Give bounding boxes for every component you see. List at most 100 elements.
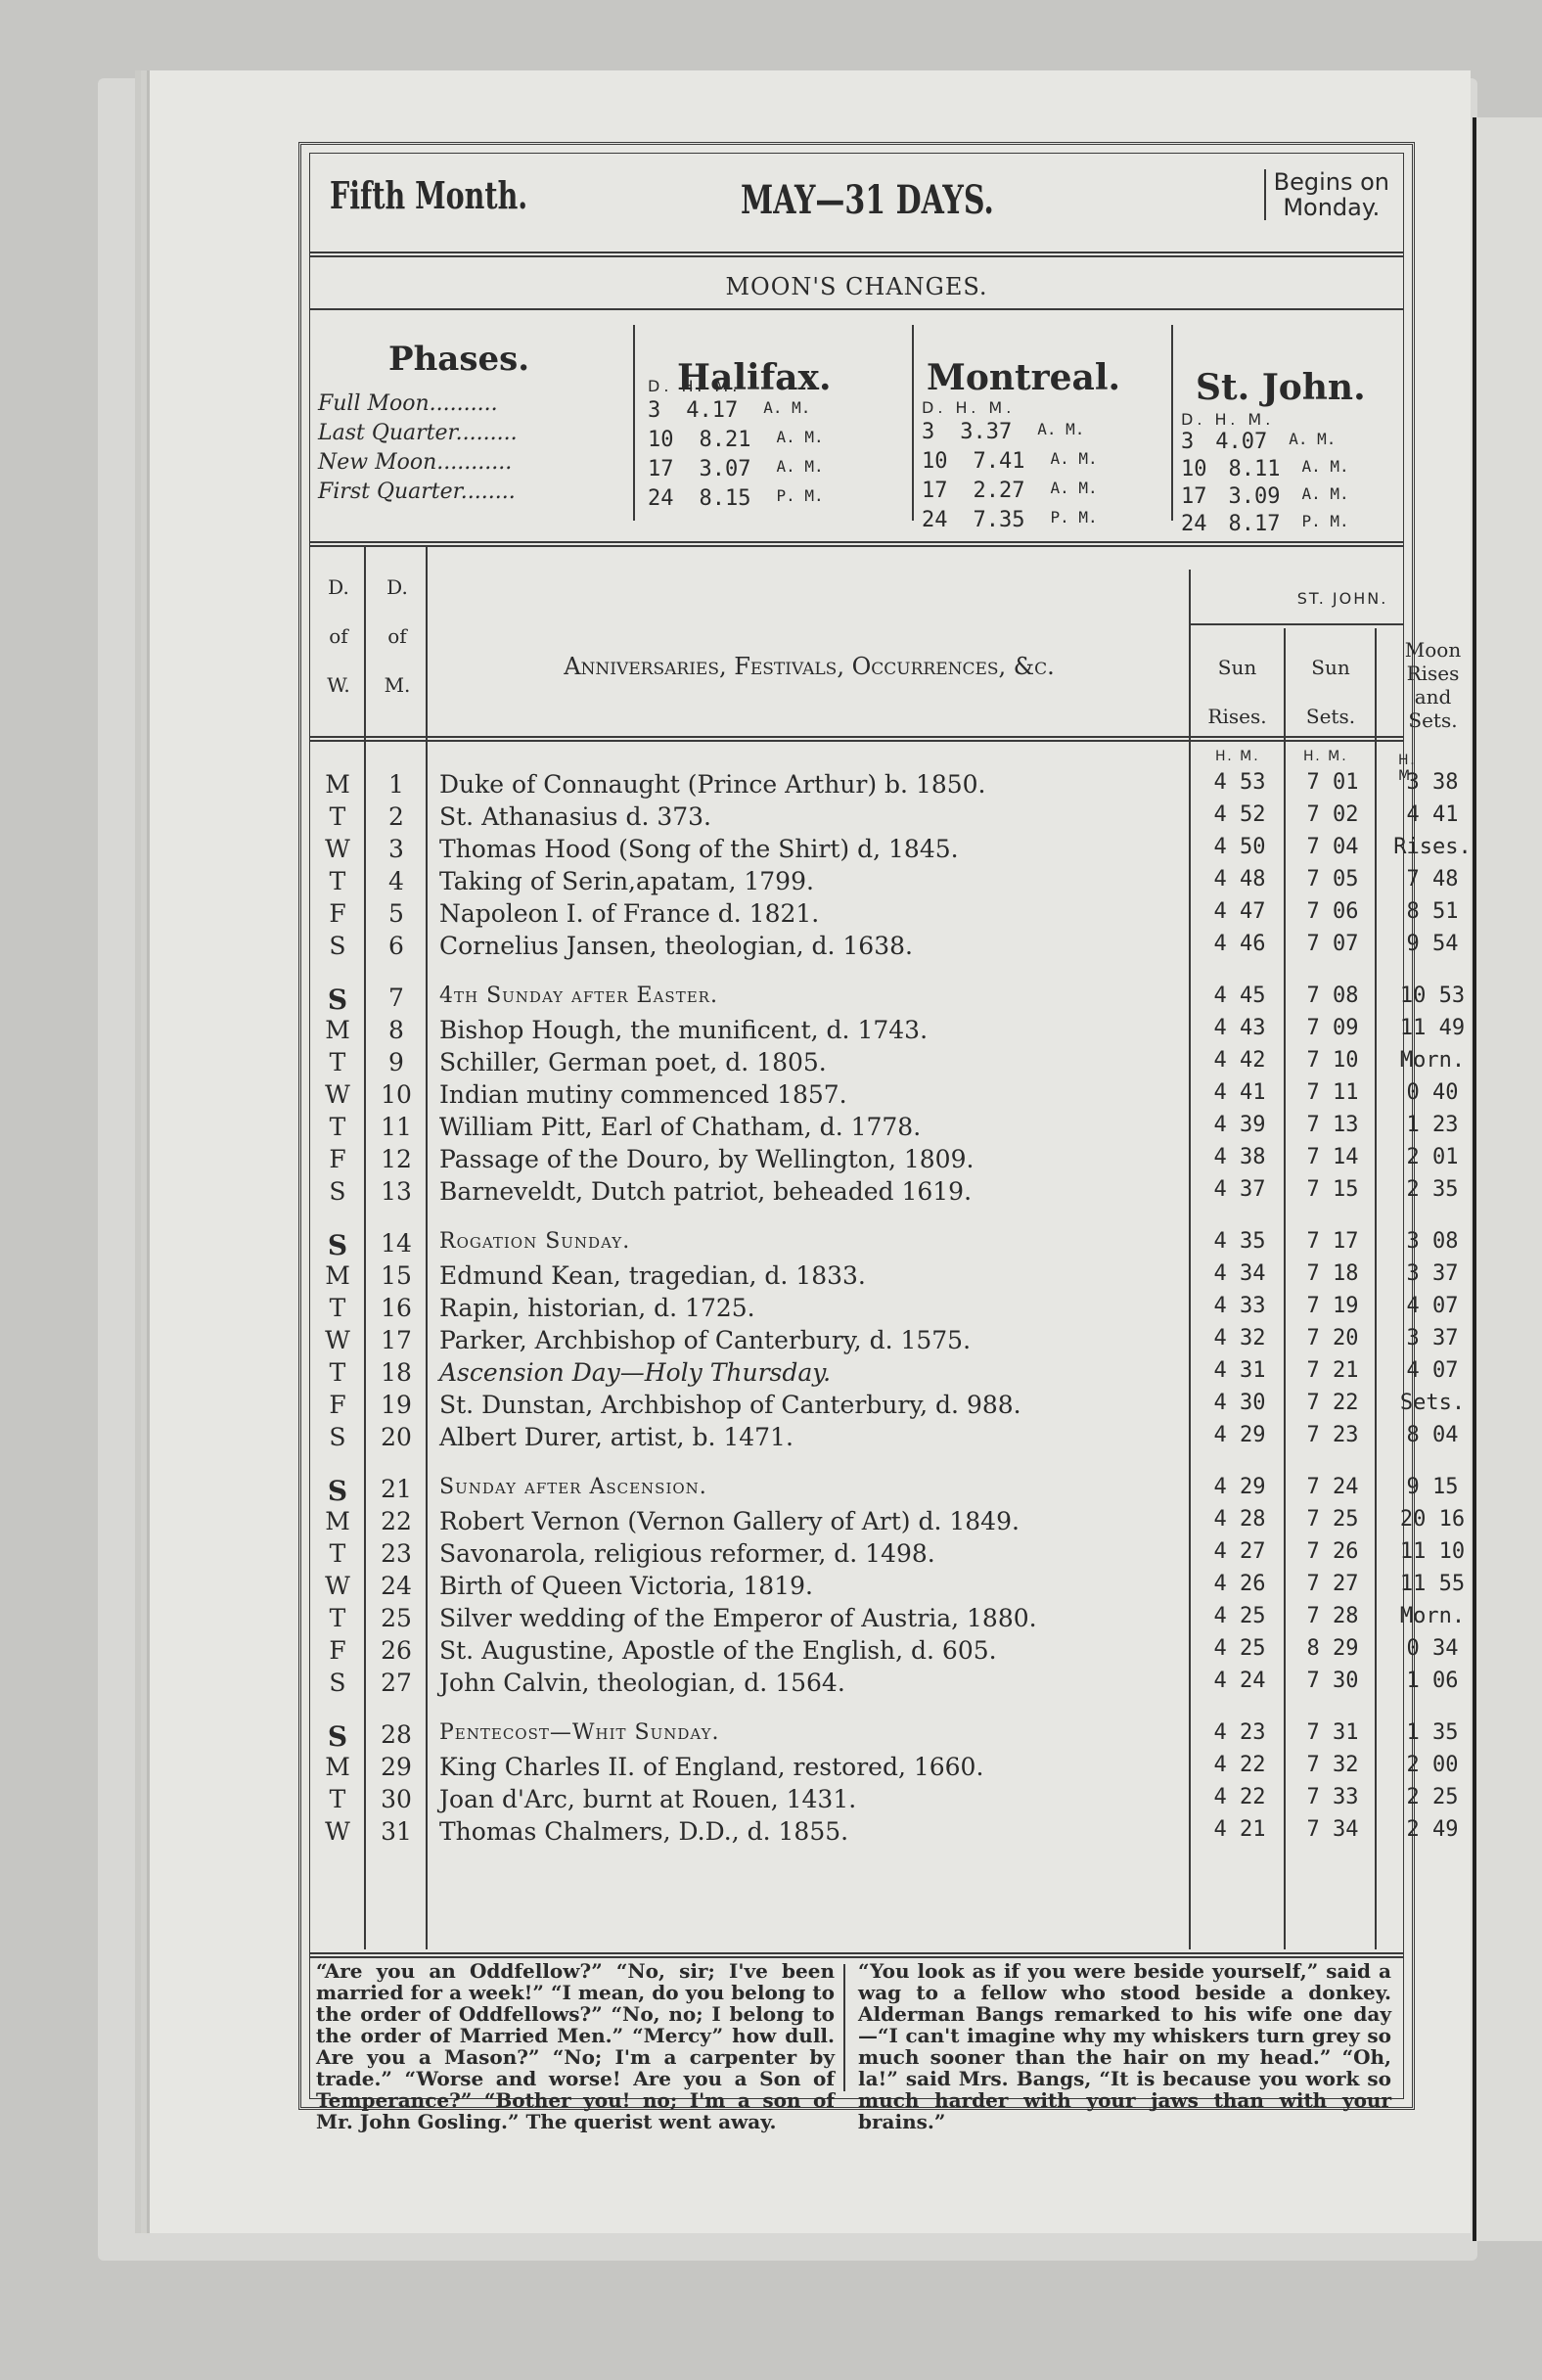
row-mr: 8 04: [1406, 1423, 1459, 1447]
row-mr: 1 06: [1406, 1669, 1459, 1693]
col-divider-events: [1189, 570, 1191, 1949]
row-ev: Passage of the Douro, by Wellington, 180…: [439, 1145, 975, 1173]
table-bottom-rule: [310, 1952, 1403, 1954]
table-row: F 5 Napoleon I. of France d. 1821. 4 47 7 06…: [310, 899, 1458, 928]
row-ss: 7 20: [1306, 1326, 1359, 1350]
row-dm: 26: [381, 1636, 412, 1665]
row-dw: S: [329, 1669, 346, 1697]
row-dm: 27: [381, 1669, 412, 1697]
row-ev: Bishop Hough, the munificent, d. 1743.: [439, 1016, 929, 1044]
row-ev: John Calvin, theologian, d. 1564.: [439, 1669, 845, 1697]
row-mr: 9 54: [1406, 932, 1459, 956]
page-title: MAY—31 DAYS.: [741, 177, 994, 223]
table-row: T 18 Ascension Day—Holy Thursday. 4 31 7 21 4…: [310, 1358, 1459, 1387]
row-ev: Albert Durer, artist, b. 1471.: [439, 1423, 794, 1451]
row-mr: 11 10: [1399, 1539, 1466, 1564]
row-ss: 7 30: [1306, 1669, 1359, 1693]
row-dw: T: [329, 1294, 346, 1322]
row-sr: 4 29: [1213, 1423, 1266, 1447]
row-mr: Morn.: [1399, 1604, 1466, 1628]
col-head-moon: Moon Rises and Sets.: [1404, 638, 1462, 732]
row-ev: Barneveldt, Dutch patriot, beheaded 1619…: [439, 1177, 973, 1206]
column-head-rule: [310, 736, 1403, 738]
row-mr: 11 49: [1399, 1016, 1466, 1040]
row-ss: 7 18: [1306, 1261, 1359, 1286]
st-john-row: 24 8.17 P. M.: [1181, 512, 1349, 536]
row-dw: S: [329, 932, 346, 960]
row-sr: 4 29: [1213, 1475, 1266, 1499]
row-dw: F: [329, 1145, 346, 1173]
halifax-times: 3 4.17 A. M. 10 8.21 A. M. 17 3.07 A. M. 24 8.1…: [648, 398, 902, 516]
row-sr: 4 38: [1213, 1145, 1266, 1169]
month-label: Fifth Month.: [330, 173, 528, 217]
row-dw: T: [329, 1048, 346, 1076]
row-ss: 7 01: [1306, 770, 1359, 795]
row-dm: 2: [388, 802, 404, 831]
row-mr: 7 48: [1406, 867, 1459, 892]
row-dm: 22: [381, 1507, 412, 1535]
row-dw: S: [327, 984, 348, 1016]
row-ev: St. Augustine, Apostle of the English, d…: [439, 1636, 997, 1665]
table-row: M 22 Robert Vernon (Vernon Gallery of Art)…: [310, 1507, 1465, 1535]
montreal-row: 24 7.35 P. M.: [922, 508, 1098, 532]
row-ss: 7 05: [1306, 867, 1359, 892]
table-row: T 9 Schiller, German poet, d. 1805. 4 42 7 1…: [310, 1048, 1465, 1076]
row-dm: 14: [381, 1229, 412, 1258]
row-ss: 7 25: [1306, 1507, 1359, 1532]
row-dw: M: [325, 1016, 350, 1044]
city-montreal: Montreal.: [927, 357, 1121, 398]
row-ev: William Pitt, Earl of Chatham, d. 1778.: [439, 1113, 922, 1141]
frame-inner: Fifth Month. MAY—31 DAYS. Begins on Mond…: [309, 153, 1472, 2132]
row-mr: 1 23: [1406, 1113, 1459, 1137]
row-sr: 4 30: [1213, 1391, 1266, 1415]
table-row: F 26 St. Augustine, Apostle of the English…: [310, 1636, 1458, 1665]
table-row: F 12 Passage of the Douro, by Wellington, …: [310, 1145, 1458, 1173]
table-row: T 30 Joan d'Arc, burnt at Rouen, 1431. 4 22…: [310, 1785, 1459, 1813]
row-ev: Joan d'Arc, burnt at Rouen, 1431.: [439, 1785, 857, 1813]
row-ss: 7 19: [1306, 1294, 1359, 1318]
row-dm: 28: [381, 1720, 412, 1749]
joke-right: “You look as if you were beside yourself…: [858, 1959, 1391, 2133]
table-row: T 4 Taking of Serin,apatam, 1799. 4 48 7 05 7…: [310, 867, 1459, 895]
row-ss: 7 11: [1306, 1080, 1359, 1105]
row-ev: Robert Vernon (Vernon Gallery of Art) d.…: [439, 1507, 1020, 1535]
table-row: T 25 Silver wedding of the Emperor of Aust…: [310, 1604, 1465, 1632]
row-sr: 4 42: [1213, 1048, 1266, 1073]
row-ev: Pentecost—Whit Sunday.: [439, 1720, 720, 1745]
city-st-john: St. John.: [1196, 367, 1366, 408]
row-ss: 7 17: [1306, 1229, 1359, 1254]
row-dm: 24: [381, 1572, 412, 1600]
row-ss: 7 24: [1306, 1475, 1359, 1499]
row-sr: 4 27: [1213, 1539, 1266, 1564]
table-row: S 21 Sunday after Ascension. 4 29 7 24 9 15: [310, 1475, 1459, 1507]
row-ev: 4th Sunday after Easter.: [439, 984, 718, 1008]
row-mr: Rises.: [1393, 835, 1472, 859]
montreal-row: 3 3.37 A. M.: [922, 420, 1085, 444]
row-sr: 4 33: [1213, 1294, 1266, 1318]
row-ss: 7 09: [1306, 1016, 1359, 1040]
table-row: T 2 St. Athanasius d. 373. 4 52 7 02 4 41: [310, 802, 1459, 831]
table-row: W 10 Indian mutiny commenced 1857. 4 41 7 11…: [310, 1080, 1458, 1109]
halifax-row: 10 8.21 A. M.: [648, 428, 824, 452]
dhm-montreal: D. H. M.: [922, 398, 1016, 417]
row-dm: 11: [381, 1113, 412, 1141]
row-ss: 7 27: [1306, 1572, 1359, 1596]
row-mr: 2 49: [1406, 1817, 1459, 1842]
row-ev: Savonarola, religious reformer, d. 1498.: [439, 1539, 935, 1568]
row-ss: 7 15: [1306, 1177, 1359, 1202]
row-sr: 4 32: [1213, 1326, 1266, 1350]
row-ss: 7 14: [1306, 1145, 1359, 1169]
col-head-dm: D. of M.: [384, 575, 411, 697]
row-mr: 4 41: [1406, 802, 1459, 827]
montreal-times: 3 3.37 A. M. 10 7.41 A. M. 17 2.27 A. M. 24 7.3…: [922, 420, 1166, 537]
row-ss: 7 26: [1306, 1539, 1359, 1564]
row-ev: Edmund Kean, tragedian, d. 1833.: [439, 1261, 866, 1290]
moon-changes-title: MOON'S CHANGES.: [725, 273, 988, 300]
row-dw: F: [329, 1391, 346, 1419]
row-dm: 1: [388, 770, 404, 799]
table-row: S 6 Cornelius Jansen, theologian, d. 1638.…: [310, 932, 1458, 960]
row-sr: 4 22: [1213, 1753, 1266, 1777]
row-sr: 4 25: [1213, 1604, 1266, 1628]
row-ev: Rapin, historian, d. 1725.: [439, 1294, 755, 1322]
row-dm: 7: [388, 984, 404, 1012]
